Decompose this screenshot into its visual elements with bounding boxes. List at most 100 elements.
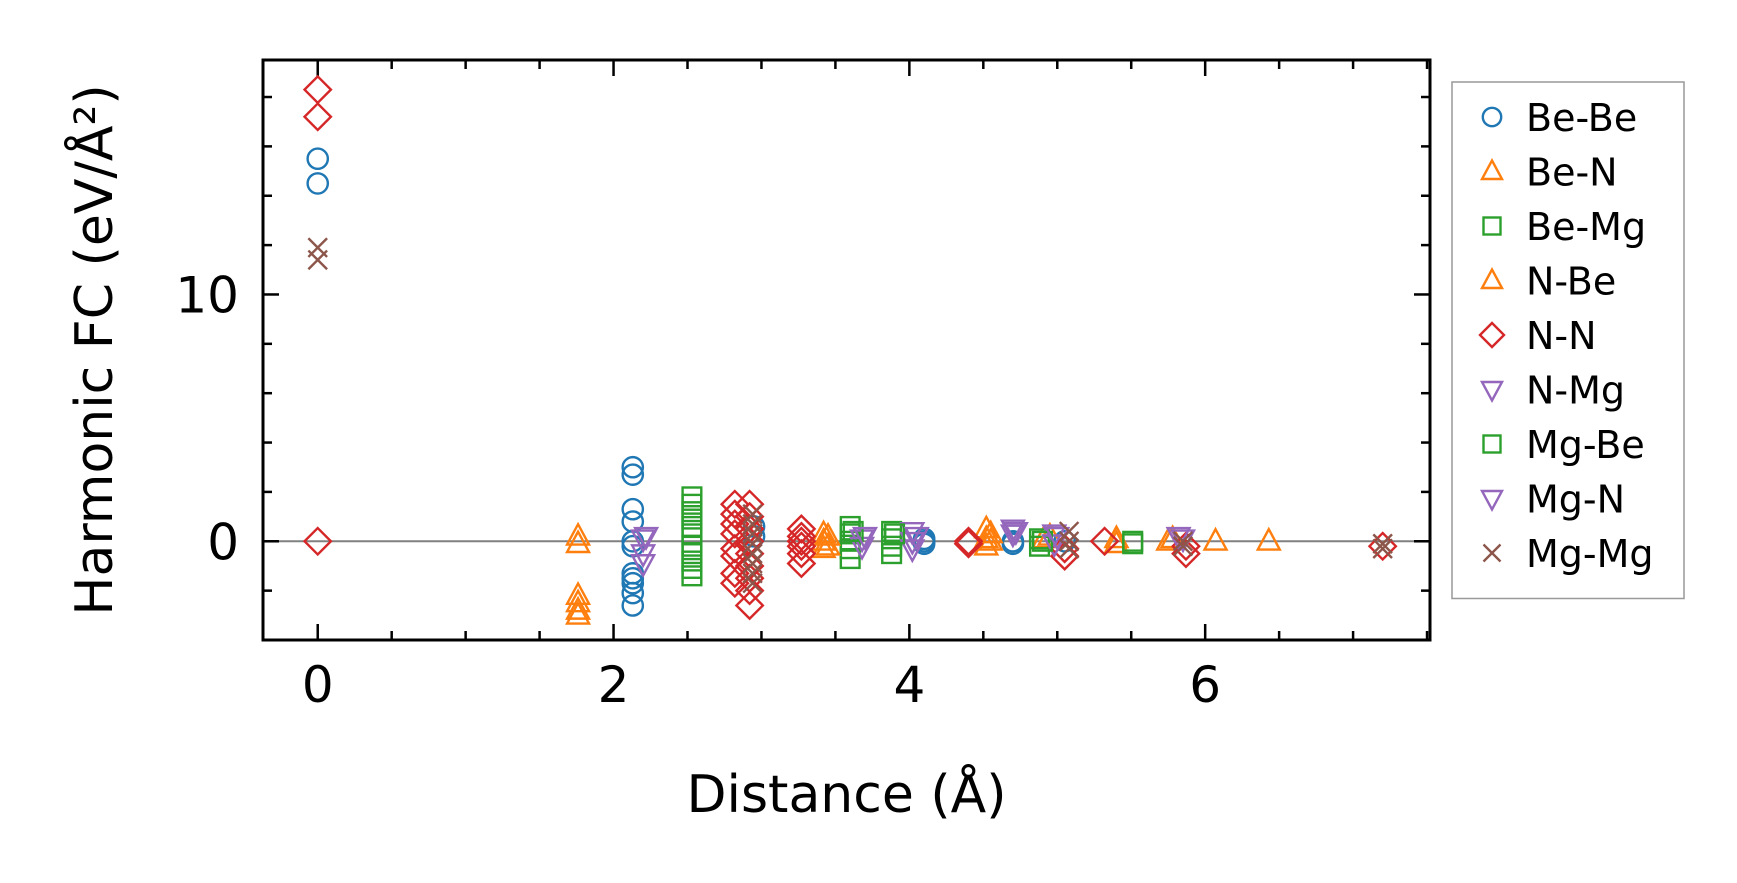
data-point bbox=[719, 568, 750, 599]
data-point bbox=[742, 503, 763, 525]
legend-label: N-Be bbox=[1526, 260, 1616, 304]
data-point bbox=[1372, 538, 1393, 559]
data-point bbox=[1103, 524, 1130, 549]
data-point bbox=[953, 528, 984, 559]
data-point bbox=[719, 558, 750, 589]
x-tick-label: 4 bbox=[893, 656, 925, 714]
legend-marker bbox=[1482, 216, 1502, 236]
data-point bbox=[786, 538, 817, 569]
data-point bbox=[1058, 521, 1080, 542]
series-mg-n bbox=[633, 521, 1197, 554]
legend-label: N-Mg bbox=[1526, 369, 1625, 413]
data-point bbox=[1171, 538, 1201, 569]
data-point bbox=[302, 526, 333, 557]
legend-label: Mg-Be bbox=[1526, 423, 1645, 467]
data-point bbox=[1172, 536, 1194, 557]
data-point bbox=[565, 588, 592, 613]
data-point bbox=[851, 526, 879, 551]
data-point bbox=[719, 518, 750, 549]
data-point bbox=[621, 463, 645, 486]
data-point bbox=[742, 573, 763, 594]
y-tick-label: 0 bbox=[207, 513, 239, 571]
data-point bbox=[302, 101, 333, 132]
data-point bbox=[630, 529, 657, 554]
data-point bbox=[903, 526, 930, 551]
data-point bbox=[999, 519, 1026, 544]
data-point bbox=[1031, 530, 1054, 552]
legend-marker bbox=[1479, 380, 1505, 404]
series-mg-be bbox=[842, 520, 1054, 552]
data-point bbox=[1089, 526, 1120, 557]
legend-marker bbox=[1479, 157, 1505, 181]
data-point bbox=[810, 526, 837, 551]
data-point bbox=[973, 524, 1000, 549]
data-point bbox=[1001, 532, 1025, 556]
y-tick-label: 10 bbox=[175, 266, 239, 324]
data-point bbox=[681, 565, 703, 587]
data-point bbox=[742, 553, 763, 574]
data-point bbox=[884, 523, 906, 545]
data-point bbox=[734, 575, 765, 606]
series-be-mg bbox=[681, 486, 1144, 587]
data-point bbox=[953, 526, 984, 557]
data-point bbox=[999, 524, 1026, 549]
legend-label: Be-Be bbox=[1526, 96, 1637, 140]
data-point bbox=[565, 521, 592, 546]
series-mg-mg bbox=[307, 237, 1393, 594]
x-axis-label: Distance (Å) bbox=[686, 763, 1006, 825]
series-n-n bbox=[302, 74, 1398, 621]
legend-label: Mg-Mg bbox=[1526, 532, 1654, 576]
data-point bbox=[742, 513, 763, 535]
data-point bbox=[565, 595, 592, 620]
data-point bbox=[307, 249, 328, 271]
data-point bbox=[814, 521, 842, 546]
data-point bbox=[565, 529, 592, 554]
legend-marker bbox=[1479, 266, 1505, 290]
data-point bbox=[1103, 529, 1130, 554]
data-point bbox=[565, 600, 592, 625]
data-point bbox=[1165, 526, 1192, 551]
legend-marker bbox=[1481, 106, 1503, 128]
data-point bbox=[1172, 531, 1194, 552]
data-point bbox=[621, 455, 645, 479]
data-point bbox=[742, 563, 763, 584]
data-point bbox=[1002, 521, 1029, 547]
legend-marker bbox=[1479, 489, 1505, 513]
data-point bbox=[621, 581, 645, 605]
data-point bbox=[810, 534, 837, 559]
data-point bbox=[786, 514, 817, 544]
data-point bbox=[719, 509, 750, 539]
data-point bbox=[842, 520, 864, 542]
plot-frame bbox=[261, 58, 1432, 642]
data-point bbox=[1367, 531, 1398, 562]
data-point bbox=[1202, 526, 1229, 551]
legend-label: Mg-N bbox=[1526, 478, 1625, 522]
data-point bbox=[306, 172, 330, 195]
y-axis-label: Harmonic FC (eV/Å²) bbox=[63, 84, 125, 615]
legend-marker bbox=[1482, 434, 1502, 454]
data-point bbox=[621, 594, 645, 617]
data-point bbox=[814, 531, 842, 556]
data-point bbox=[1122, 533, 1144, 555]
data-point bbox=[734, 590, 765, 621]
data-point bbox=[621, 571, 645, 595]
legend-label: Be-Mg bbox=[1526, 205, 1646, 249]
data-point bbox=[719, 489, 750, 520]
data-point bbox=[839, 548, 861, 570]
data-point bbox=[742, 523, 763, 545]
legend: Be-Be Be-N Be-Mg N-Be N-N N-Mg Mg-Be Mg-N Mg-Mg bbox=[1451, 81, 1685, 600]
data-point bbox=[899, 531, 926, 556]
x-tick-label: 0 bbox=[302, 656, 334, 714]
tick-labels: 0 2 4 6 0 10 bbox=[175, 266, 1221, 714]
data-point bbox=[977, 519, 1004, 544]
data-point bbox=[786, 548, 817, 579]
data-point bbox=[1058, 531, 1080, 552]
legend-box bbox=[1451, 81, 1685, 600]
data-point bbox=[633, 526, 660, 551]
data-point bbox=[306, 147, 330, 171]
x-tick-label: 6 bbox=[1189, 656, 1221, 714]
data-point bbox=[1255, 526, 1282, 551]
legend-label: Be-N bbox=[1526, 151, 1618, 195]
